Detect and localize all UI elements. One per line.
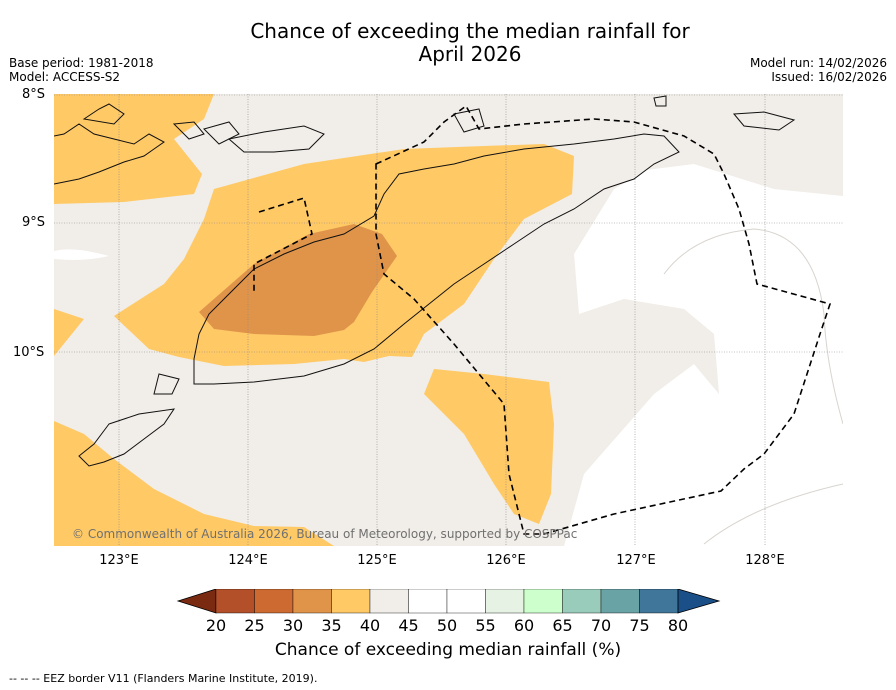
colorbar-tick-75: 75 bbox=[629, 616, 650, 635]
lat-label-8s: 8°S bbox=[22, 87, 46, 102]
coastline-island-3 bbox=[203, 121, 240, 145]
lon-label-127e: 127°E bbox=[616, 553, 656, 568]
colorbar-tick-70: 70 bbox=[590, 616, 612, 635]
colorbar-cell-lower-extension bbox=[176, 588, 217, 614]
colorbar-tick-30: 30 bbox=[282, 616, 304, 635]
title-line-1: Chance of exceeding the median rainfall … bbox=[250, 19, 690, 43]
coastline-wetar-west bbox=[453, 108, 485, 133]
colorbar-cell-75-80 bbox=[639, 588, 679, 614]
colorbar-cell-60-65 bbox=[523, 588, 563, 614]
coastline-rote bbox=[153, 373, 180, 395]
coastline-island-2 bbox=[172, 121, 205, 140]
colorbar-cell-30-35 bbox=[292, 588, 332, 614]
title-line-2: April 2026 bbox=[418, 42, 522, 66]
orange-region-south bbox=[424, 369, 554, 524]
meta-left: Base period: 1981-2018 Model: ACCESS-S2 bbox=[9, 56, 154, 84]
coastline-sawu bbox=[78, 408, 176, 467]
lon-label-125e: 125°E bbox=[357, 553, 397, 568]
white-patch-west bbox=[54, 249, 109, 260]
colorbar-cell-upper-extension bbox=[677, 588, 721, 614]
model-name: Model: ACCESS-S2 bbox=[9, 70, 121, 84]
rainfall-map bbox=[54, 94, 843, 546]
coastline-babar bbox=[732, 111, 796, 131]
colorbar-label: Chance of exceeding median rainfall (%) bbox=[274, 640, 622, 660]
contour-line bbox=[663, 228, 843, 425]
lon-label-128e: 128°E bbox=[745, 553, 785, 568]
colorbar-tick-55: 55 bbox=[475, 616, 496, 635]
gridlines bbox=[54, 94, 843, 546]
coastline-islet bbox=[653, 95, 667, 107]
lat-label-10s: 10°S bbox=[13, 345, 45, 360]
colorbar-tick-65: 65 bbox=[552, 616, 573, 635]
colorbar bbox=[176, 588, 721, 621]
colorbar-cell-20-25 bbox=[215, 588, 255, 614]
coastline-timor bbox=[193, 133, 680, 385]
near-normal-region bbox=[564, 154, 843, 546]
eez-border-timor-leste bbox=[375, 104, 832, 535]
colorbar-tick-45: 45 bbox=[398, 616, 419, 635]
orange-region-west-edge bbox=[54, 309, 84, 356]
model-run: Model run: 14/02/2026 bbox=[749, 56, 887, 70]
coastline-alor bbox=[227, 125, 325, 153]
contour-line-south bbox=[703, 483, 843, 545]
copyright-text: © Commonwealth of Australia 2026, Bureau… bbox=[72, 527, 578, 541]
colorbar-cell-55-60 bbox=[485, 588, 525, 614]
dark-orange-region bbox=[199, 224, 397, 336]
coastlines bbox=[54, 95, 796, 467]
colorbar-cell-35-40 bbox=[331, 588, 371, 614]
colorbar-tick-60: 60 bbox=[513, 616, 535, 635]
map-title: Chance of exceeding the median rainfall … bbox=[0, 20, 896, 66]
colorbar-cell-45-50 bbox=[408, 588, 448, 614]
colorbar-svg bbox=[176, 588, 721, 614]
colorbar-tick-35: 35 bbox=[321, 616, 342, 635]
lat-label-9s: 9°S bbox=[22, 215, 46, 230]
issued-date: Issued: 16/02/2026 bbox=[771, 70, 887, 84]
colorbar-tick-50: 50 bbox=[436, 616, 458, 635]
colorbar-tick-20: 20 bbox=[205, 616, 227, 635]
orange-region-southwest bbox=[54, 421, 334, 546]
base-period: Base period: 1981-2018 bbox=[9, 56, 154, 70]
colorbar-tick-40: 40 bbox=[359, 616, 381, 635]
colorbar-tick-25: 25 bbox=[244, 616, 265, 635]
orange-region-northwest bbox=[54, 94, 214, 204]
coastline-island-1 bbox=[82, 103, 125, 125]
colorbar-cell-25-30 bbox=[254, 588, 294, 614]
lon-label-124e: 124°E bbox=[228, 553, 268, 568]
lon-label-126e: 126°E bbox=[486, 553, 526, 568]
colorbar-tick-80: 80 bbox=[667, 616, 689, 635]
colorbar-cell-65-70 bbox=[562, 588, 602, 614]
meta-right: Model run: 14/02/2026 Issued: 16/02/2026 bbox=[750, 56, 887, 84]
lon-label-123e: 123°E bbox=[99, 553, 139, 568]
map-svg bbox=[54, 94, 843, 546]
colorbar-cell-40-45 bbox=[369, 588, 409, 614]
colorbar-cell-70-75 bbox=[600, 588, 640, 614]
colorbar-cell-50-55 bbox=[446, 588, 486, 614]
eez-footnote: -- -- -- EEZ border V11 (Flanders Marine… bbox=[9, 672, 318, 685]
eez-border-oecusse bbox=[253, 196, 313, 294]
coastline-flores bbox=[54, 123, 165, 185]
